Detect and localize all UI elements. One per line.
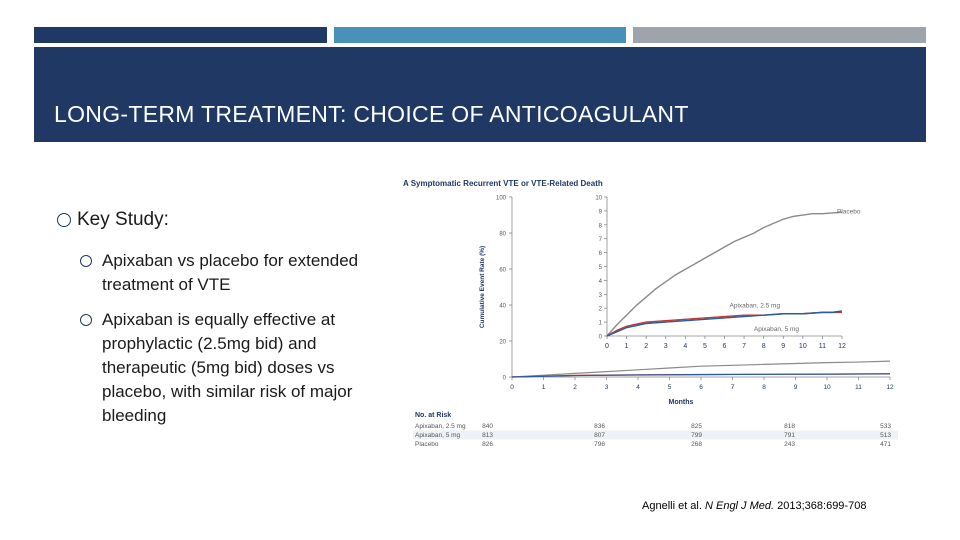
kaplan-meier-chart: A Symptomatic Recurrent VTE or VTE-Relat…	[403, 179, 898, 448]
citation-authors: Agnelli et al.	[642, 500, 705, 512]
at-risk-value: 836	[594, 423, 605, 430]
at-risk-value: 791	[784, 432, 795, 439]
inset-x-tick-label: 7	[742, 343, 746, 350]
title-banner: LONG-TERM TREATMENT: CHOICE OF ANTICOAGU…	[34, 47, 926, 142]
y-axis-label: Cumulative Event Rate (%)	[479, 246, 486, 328]
sub-bullet-1-text: Apixaban vs placebo for extended treatme…	[102, 251, 359, 294]
inset-y-tick-label: 9	[599, 209, 603, 215]
bullet-key-study-text: Key Study:	[77, 209, 169, 230]
x-tick-label: 10	[823, 384, 831, 391]
x-tick-label: 5	[668, 384, 672, 391]
bullet-ring-icon	[80, 255, 92, 267]
y-tick-label: 20	[499, 340, 506, 346]
at-risk-row-bg	[413, 430, 898, 440]
at-risk-row-label: Placebo	[415, 441, 439, 448]
inset-y-tick-label: 4	[599, 279, 603, 285]
at-risk-row-label: Apixaban, 5 mg	[415, 432, 461, 439]
at-risk-value: 799	[691, 432, 702, 439]
inset-x-tick-label: 8	[762, 343, 766, 350]
inset-series-line	[606, 310, 843, 337]
x-tick-label: 1	[542, 384, 546, 391]
inset-x-tick-label: 6	[723, 343, 727, 350]
accent-bar-mid	[334, 27, 626, 43]
series-label-apixaban-2-5: Apixaban, 2.5 mg	[730, 303, 781, 310]
bullet-ring-icon	[80, 314, 92, 326]
y-tick-label: 80	[499, 232, 506, 238]
inset-x-tick-label: 2	[644, 343, 648, 350]
at-risk-value: 818	[784, 423, 795, 430]
at-risk-value: 807	[594, 432, 605, 439]
y-tick-label: 60	[499, 268, 506, 274]
series-label-apixaban-5: Apixaban, 5 mg	[754, 326, 800, 333]
citation: Agnelli et al. N Engl J Med. 2013;368:69…	[642, 500, 866, 512]
sub-bullet-2-text: Apixaban is equally effective at prophyl…	[102, 310, 353, 425]
at-risk-value: 813	[482, 432, 493, 439]
accent-bar-light	[633, 27, 926, 43]
inset-y-tick-label: 10	[595, 196, 602, 202]
inset-y-tick-label: 5	[599, 265, 603, 271]
at-risk-value: 513	[880, 432, 891, 439]
at-risk-value: 825	[691, 423, 702, 430]
main-series-line	[511, 373, 891, 378]
citation-journal: N Engl J Med.	[704, 500, 775, 512]
inset-y-tick-label: 1	[599, 321, 603, 327]
x-tick-label: 2	[573, 384, 577, 391]
inset-x-tick-label: 9	[781, 343, 785, 350]
inset-x-tick-label: 1	[625, 343, 629, 350]
at-risk-value: 840	[482, 423, 493, 430]
inset-x-tick-label: 0	[605, 343, 609, 350]
at-risk-value: 471	[880, 441, 891, 448]
inset-x-tick-label: 5	[703, 343, 707, 350]
inset-y-tick-label: 0	[599, 335, 603, 341]
x-tick-label: 0	[510, 384, 514, 391]
x-tick-label: 6	[699, 384, 703, 391]
inset-y-tick-label: 7	[599, 237, 603, 243]
sub-bullet-2: Apixaban is equally effective at prophyl…	[80, 308, 370, 428]
inset-y-tick-label: 8	[599, 223, 603, 229]
at-risk-heading: No. at Risk	[415, 412, 451, 419]
chart-title: A Symptomatic Recurrent VTE or VTE-Relat…	[403, 179, 603, 188]
inset-series-line	[606, 211, 843, 337]
at-risk-value: 268	[691, 441, 702, 448]
inset-y-tick-label: 2	[599, 307, 603, 313]
y-tick-label: 100	[496, 196, 507, 202]
slide-title: LONG-TERM TREATMENT: CHOICE OF ANTICOAGU…	[54, 101, 689, 127]
sub-bullet-1: Apixaban vs placebo for extended treatme…	[80, 249, 370, 297]
at-risk-value: 243	[784, 441, 795, 448]
x-tick-label: 11	[855, 384, 862, 391]
at-risk-row-label: Apixaban, 2.5 mg	[415, 423, 466, 430]
series-label-placebo: Placebo	[837, 208, 861, 215]
x-tick-label: 7	[731, 384, 735, 391]
inset-y-tick-label: 6	[599, 251, 603, 257]
inset-x-tick-label: 4	[683, 343, 687, 350]
x-tick-label: 8	[762, 384, 766, 391]
main-series-line	[511, 360, 891, 378]
at-risk-value: 796	[594, 441, 605, 448]
inset-x-tick-label: 3	[664, 343, 668, 350]
inset-x-tick-label: 12	[838, 343, 846, 350]
inset-y-tick-label: 3	[599, 293, 603, 299]
x-axis-label: Months	[669, 399, 694, 406]
inset-x-tick-label: 11	[819, 343, 826, 350]
y-tick-label: 0	[503, 376, 507, 382]
at-risk-value: 826	[482, 441, 493, 448]
y-tick-label: 40	[499, 304, 506, 310]
bullet-ring-icon	[57, 213, 71, 227]
accent-bar-dark	[34, 27, 327, 43]
at-risk-value: 533	[880, 423, 891, 430]
x-tick-label: 4	[636, 384, 640, 391]
x-tick-label: 12	[886, 384, 894, 391]
citation-ref: 2013;368:699-708	[774, 500, 867, 512]
x-tick-label: 9	[794, 384, 798, 391]
x-tick-label: 3	[605, 384, 609, 391]
inset-x-tick-label: 10	[799, 343, 807, 350]
bullet-key-study: Key Study:	[57, 209, 169, 231]
